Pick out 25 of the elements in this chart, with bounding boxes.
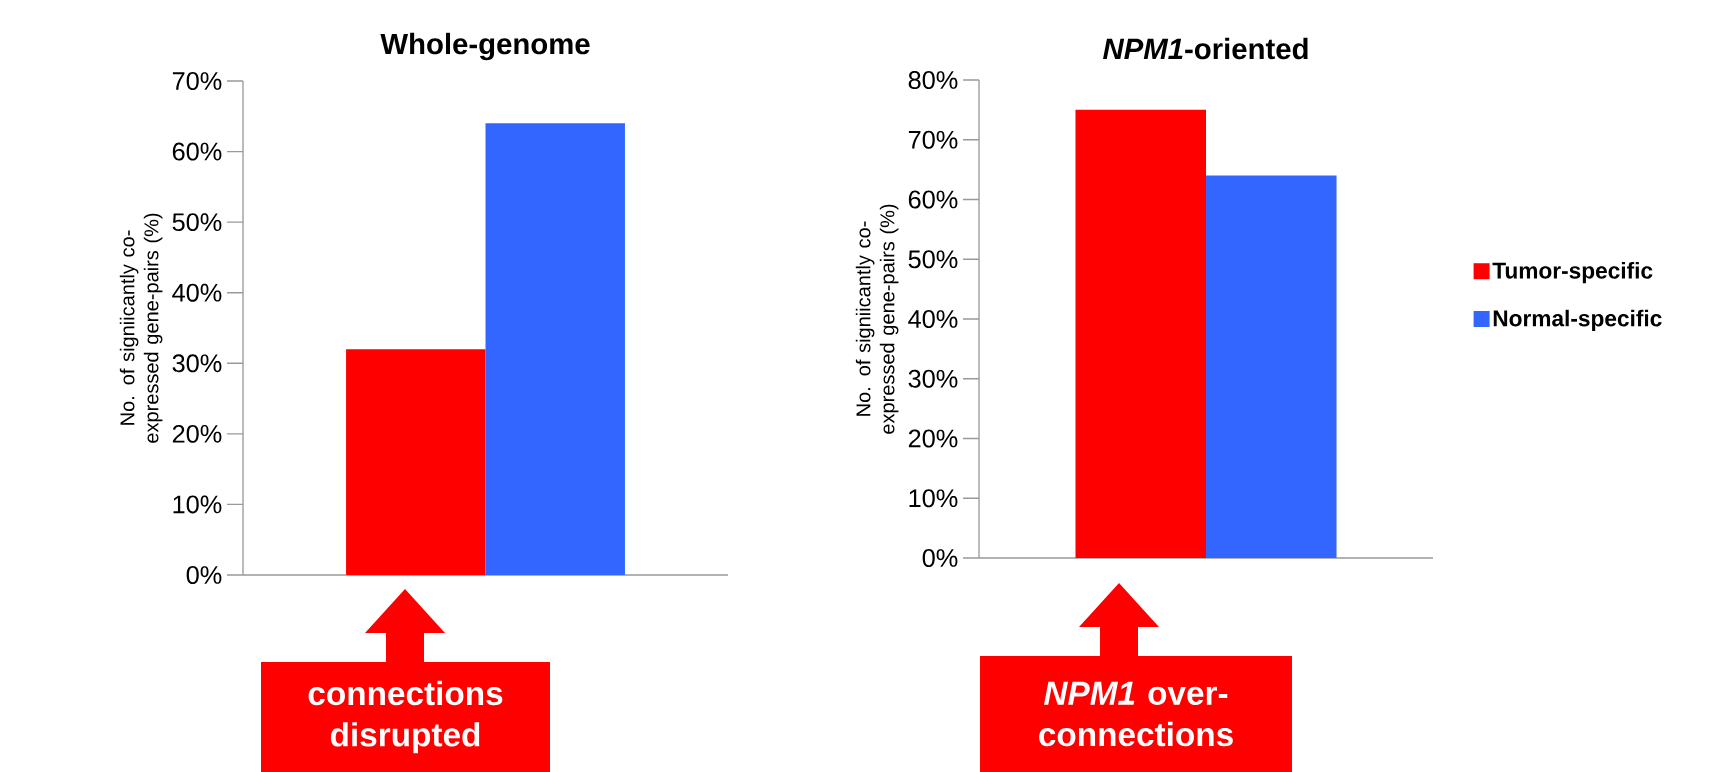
y-tick-label: 70% [908, 130, 958, 149]
y-tick-label: 30% [172, 354, 222, 373]
y-tick-label: 10% [173, 495, 222, 514]
y-tick-label: 40% [908, 310, 958, 328]
y-tick-label: 20% [908, 429, 958, 448]
chart-title: Whole-genome [380, 32, 590, 61]
y-tick-label: 70% [172, 72, 222, 90]
y-axis-title: No. of signiicantly co-expressed gene-pairs (%) [855, 204, 899, 434]
y-tick-label: 50% [172, 213, 222, 232]
y-tick-label: 20% [172, 424, 222, 443]
legend-label: Normal-specific [1493, 309, 1662, 331]
legend-label: Tumor-specific [1492, 262, 1653, 284]
y-tick-label: 60% [908, 190, 958, 209]
y-tick-label: 60% [172, 142, 222, 161]
text: connections disrupted [308, 680, 503, 754]
y-tick-label: 10% [909, 489, 958, 508]
y-tick-label: 30% [908, 369, 958, 388]
y-tick-label: 50% [908, 250, 958, 269]
y-tick-label: 0% [922, 549, 958, 567]
y-tick-label: 40% [172, 283, 222, 302]
y-axis-title: No. of signiicantly co-expressed gene-pairs (%) [119, 213, 163, 443]
y-tick-label: 80% [908, 71, 958, 89]
y-tick-label: 0% [186, 566, 222, 584]
chart-title: NPM1-oriented [1103, 37, 1308, 60]
text: NPM1 over-connections [1039, 681, 1233, 747]
